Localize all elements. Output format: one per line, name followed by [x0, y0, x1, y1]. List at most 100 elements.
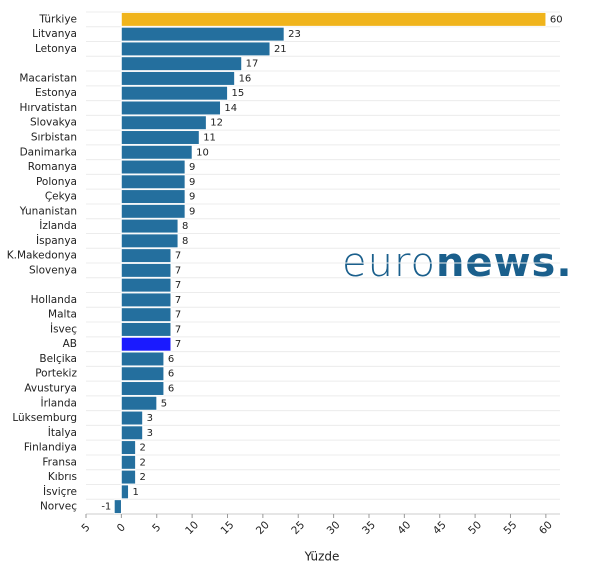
value-label: 1	[132, 487, 138, 498]
y-tick-label: Portekiz	[35, 368, 77, 380]
value-label: -1	[101, 502, 111, 513]
y-tick-label: Danimarka	[20, 146, 77, 158]
x-axis-title: Yüzde	[304, 550, 340, 564]
y-tick-label: Belçika	[39, 353, 77, 365]
value-label: 6	[168, 384, 174, 395]
bar	[120, 336, 172, 352]
y-tick-label: İsviçre	[43, 485, 77, 498]
y-tick-label: İrlanda	[40, 396, 77, 409]
value-label: 15	[231, 88, 244, 99]
value-label: 16	[239, 73, 252, 84]
y-tick-label: Polonya	[36, 176, 77, 188]
bar	[120, 484, 129, 500]
y-tick-label: Türkiye	[38, 13, 77, 25]
bar	[120, 26, 285, 42]
x-tick-label: 30	[325, 519, 343, 537]
y-tick-label: Sırbistan	[31, 132, 77, 144]
bar	[120, 455, 136, 470]
value-label: 2	[140, 472, 146, 483]
value-label: 7	[175, 280, 181, 291]
x-tick-label: 35	[360, 519, 378, 537]
bar	[120, 381, 165, 396]
y-tick-label: Estonya	[35, 87, 77, 99]
y-tick-label: Litvanya	[32, 28, 77, 40]
x-tick-label: 20	[254, 519, 272, 537]
value-label: 2	[140, 443, 146, 454]
value-label: 17	[246, 59, 259, 70]
bar	[120, 115, 207, 131]
value-label: 9	[189, 192, 195, 203]
x-tick-label: 45	[431, 519, 449, 537]
x-tick-label: 60	[537, 519, 555, 537]
bar	[120, 425, 143, 441]
y-tick-label: Çekya	[45, 191, 77, 203]
bar	[120, 263, 172, 278]
bar	[120, 410, 143, 426]
value-label: 21	[274, 44, 287, 55]
y-tick-label: Lüksemburg	[12, 412, 77, 424]
y-tick-label: Slovenya	[29, 264, 77, 276]
value-label: 3	[147, 413, 153, 424]
bar	[120, 292, 172, 308]
bar	[120, 440, 136, 455]
bar	[120, 307, 172, 322]
value-label: 7	[175, 265, 181, 276]
x-tick-label: 10	[183, 519, 201, 537]
value-label: 7	[175, 295, 181, 306]
bar	[120, 12, 547, 27]
value-label: 9	[189, 206, 195, 217]
value-label: 60	[550, 14, 563, 25]
y-tick-label: İzlanda	[39, 219, 77, 232]
bar	[120, 322, 172, 337]
y-tick-label: Malta	[48, 309, 77, 321]
value-label: 2	[140, 457, 146, 468]
y-tick-label: Hollanda	[31, 294, 77, 306]
bar	[120, 174, 186, 190]
y-tick-label: Macaristan	[19, 72, 77, 84]
bar	[120, 100, 221, 116]
value-label: 14	[224, 103, 237, 114]
x-tick-label: 5	[150, 521, 163, 534]
value-label: 7	[175, 339, 181, 350]
bar	[120, 218, 179, 234]
bar	[120, 366, 165, 382]
bar	[120, 395, 158, 411]
value-label: 7	[175, 310, 181, 321]
bar	[120, 159, 186, 175]
y-tick-label: Kıbrıs	[48, 471, 77, 483]
bar	[120, 204, 186, 219]
value-label: 11	[203, 133, 216, 144]
bar	[120, 144, 193, 160]
bar	[120, 71, 235, 86]
bar	[113, 499, 122, 514]
x-tick-label: 15	[219, 519, 237, 537]
bar	[120, 351, 165, 367]
bar	[120, 277, 172, 293]
value-label: 3	[147, 428, 153, 439]
x-tick-label: 55	[502, 519, 520, 537]
bar	[120, 248, 172, 263]
value-label: 6	[168, 369, 174, 380]
bar	[120, 41, 271, 57]
bar	[120, 56, 243, 71]
bar	[120, 130, 200, 145]
value-label: 9	[189, 177, 195, 188]
value-label: 7	[175, 324, 181, 335]
value-label: 7	[175, 251, 181, 262]
y-tick-label: Slovakya	[30, 117, 77, 129]
x-tick-label: 40	[395, 519, 413, 537]
value-label: 12	[210, 118, 223, 129]
bar	[120, 233, 179, 249]
x-tick-label: 5	[79, 521, 92, 534]
x-tick-label: 25	[289, 519, 307, 537]
y-tick-label: Hırvatistan	[20, 102, 78, 114]
y-tick-label: Romanya	[28, 161, 77, 173]
value-label: 8	[182, 236, 188, 247]
value-label: 10	[196, 147, 209, 158]
y-tick-label: İtalya	[48, 426, 77, 439]
y-tick-label: İspanya	[36, 234, 77, 247]
bar	[120, 469, 136, 485]
y-tick-label: AB	[63, 338, 77, 350]
y-tick-label: Yunanistan	[19, 205, 77, 217]
